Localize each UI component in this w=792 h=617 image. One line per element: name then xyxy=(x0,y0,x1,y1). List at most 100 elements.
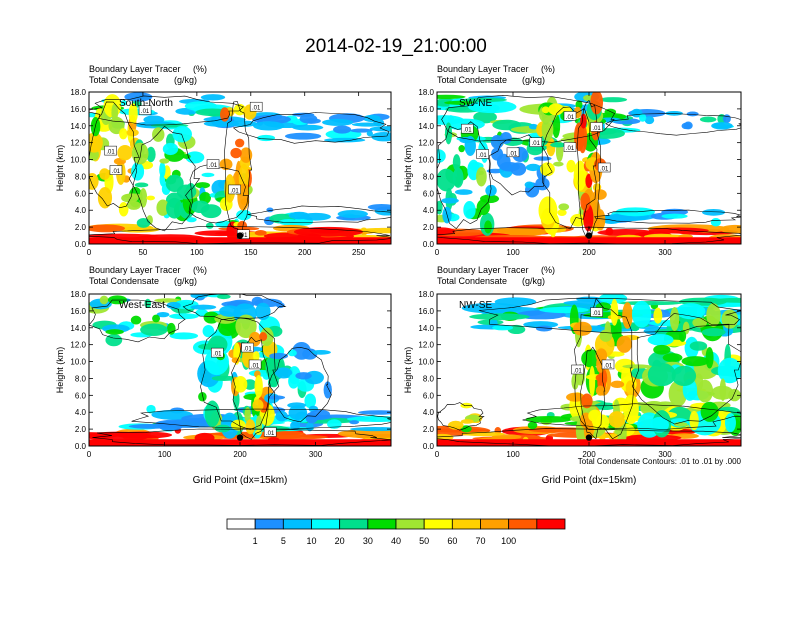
panel-west-east-contour-line xyxy=(231,336,271,440)
panel-west-east-ytick-label: 0.0 xyxy=(75,442,87,451)
panel-nw-se-xtick-label: 200 xyxy=(582,450,596,459)
panel-west-east-ytick-label: 8.0 xyxy=(75,374,87,383)
panel-south-north-ytick-label: 4.0 xyxy=(75,206,87,215)
panel-nw-se-column-cell xyxy=(647,362,676,387)
panel-nw-se-column-cell xyxy=(608,433,619,441)
panel-west-east-band-cell xyxy=(166,322,176,335)
panel-south-north-contour-label-box xyxy=(249,101,263,112)
panel-south-north-column-cell xyxy=(201,172,215,178)
panel-nw-se-ytick-label: 6.0 xyxy=(423,391,435,400)
contour-note: Total Condensate Contours: .01 to .01 by… xyxy=(578,457,742,466)
panel-nw-se-column-cell xyxy=(696,305,704,318)
panel-west-east-contour-units: (g/kg) xyxy=(174,276,197,286)
panel-south-north-band-cell xyxy=(120,100,128,106)
panel-nw-se-band-cell xyxy=(527,421,538,430)
panel-west-east-band-cell xyxy=(169,313,199,320)
panel-south-north-ytick-label: 10.0 xyxy=(70,156,86,165)
panel-nw-se-contour-line xyxy=(437,402,485,431)
panel-nw-se-column-cell xyxy=(622,364,653,369)
panel-west-east-contour-line xyxy=(182,294,287,321)
panel-south-north-band-cell xyxy=(200,94,226,101)
panel-south-north-ylabel: Height (km) xyxy=(55,145,65,192)
panel-sw-ne-band-cell xyxy=(599,97,628,103)
panel-sw-ne-band-cell xyxy=(699,116,717,123)
panel-south-north-column-cell xyxy=(238,163,250,191)
panel-west-east-band-cell xyxy=(306,421,314,432)
panel-south-north-ytick-label: 18.0 xyxy=(70,88,86,97)
panel-west-east-xtick-label: 100 xyxy=(158,450,172,459)
panel-sw-ne-ytick-label: 16.0 xyxy=(418,105,434,114)
panel-south-north-column-cell xyxy=(195,182,211,189)
panel-west-east-band-cell xyxy=(290,420,301,431)
panel-south-north-column-cell xyxy=(119,128,128,140)
panel-sw-ne-xtick-label: 200 xyxy=(582,248,596,257)
colorbar-swatch xyxy=(311,518,341,530)
panel-sw-ne-contour-line xyxy=(605,113,741,136)
panel-west-east-band-cell xyxy=(369,414,377,422)
panel-sw-ne-band-cell xyxy=(702,208,726,216)
panel-nw-se-ytick-label: 8.0 xyxy=(423,374,435,383)
panel-west-east-band-cell xyxy=(130,315,142,325)
panel-south-north-band-cell xyxy=(322,118,354,126)
panel-south-north-column-cell xyxy=(234,138,245,148)
panel-west-east-contour-line xyxy=(89,299,186,343)
panel-sw-ne-band-cell xyxy=(648,227,709,234)
panel-sw-ne-column-cell xyxy=(452,167,464,188)
panel-west-east-band-cell xyxy=(327,419,342,429)
panel-west-east-band-cell xyxy=(105,329,124,335)
panel-south-north-contour-label: .01 xyxy=(106,150,115,156)
panel-nw-se-xlabel: Grid Point (dx=15km) xyxy=(542,475,637,486)
colorbar-label: 60 xyxy=(447,536,457,546)
panel-nw-se-ytick-label: 18.0 xyxy=(418,290,434,299)
panel-nw-se-contour-label-box xyxy=(590,307,603,317)
panel-sw-ne-band-cell xyxy=(710,217,721,227)
panel-south-north-band-cell xyxy=(299,114,318,124)
panel-nw-se-contour-label: .01 xyxy=(604,363,613,369)
panel-nw-se-column-cell xyxy=(610,380,625,389)
panel-west-east-xlabel: Grid Point (dx=15km) xyxy=(193,475,288,486)
colorbar-swatch xyxy=(282,518,312,530)
panel-south-north-contour-line xyxy=(128,125,201,232)
panel-south-north-column-cell xyxy=(159,161,166,178)
panel-nw-se-column-cell xyxy=(689,410,699,431)
colorbar-label: 5 xyxy=(281,536,286,546)
panel-sw-ne-column-cell xyxy=(573,122,585,152)
panel-south-north-xtick-label: 200 xyxy=(298,248,312,257)
panel-west-east-band-cell xyxy=(264,434,328,440)
panel-west-east-contour-line xyxy=(131,408,391,430)
panel-south-north-column-cell xyxy=(131,162,145,181)
panel-south-north-column-cell xyxy=(111,103,119,122)
panel-sw-ne-column-cell xyxy=(437,168,456,192)
panel-sw-ne-column-cell xyxy=(573,160,587,191)
panel-south-north-xtick-label: 250 xyxy=(352,248,366,257)
panel-west-east-label: West-East xyxy=(119,300,165,311)
panel-south-north-band-cell xyxy=(367,203,391,211)
panel-nw-se-band-cell xyxy=(460,425,472,433)
panel-sw-ne-contour-label: .01 xyxy=(592,126,601,132)
panel-south-north-contour-label-box xyxy=(138,105,152,115)
panel-west-east-band-cell xyxy=(350,426,391,432)
panel-sw-ne-band-cell xyxy=(644,116,655,125)
panel-sw-ne-column-cell xyxy=(454,189,473,195)
panel-south-north-ytick-label: 12.0 xyxy=(70,139,86,148)
panel-sw-ne-column-cell xyxy=(463,201,476,219)
panel-south-north-band-cell xyxy=(184,101,218,111)
panel-south-north-column-cell xyxy=(99,168,110,180)
panel-sw-ne-column-cell xyxy=(557,209,567,216)
panel-nw-se-band-cell xyxy=(491,434,522,440)
panel-west-east-band-cell xyxy=(105,334,123,347)
panel-west-east-band-cell xyxy=(146,404,156,414)
panel-south-north-contour-label-box xyxy=(228,184,241,195)
panel-sw-ne-xtick-label: 100 xyxy=(506,248,520,257)
panel-sw-ne-contour-label: .01 xyxy=(566,146,575,152)
panel-nw-se-xtick-label: 300 xyxy=(658,450,672,459)
panel-sw-ne-band-cell xyxy=(461,97,508,102)
colorbar-swatch xyxy=(339,518,369,530)
panel-west-east-column-cell xyxy=(310,350,331,355)
panel-south-north-band-cell xyxy=(337,209,368,219)
colorbar-swatch xyxy=(480,518,510,530)
panel-nw-se-ytick-label: 4.0 xyxy=(423,408,435,417)
panel-sw-ne-column-cell xyxy=(524,181,535,189)
panel-sw-ne-ytick-label: 8.0 xyxy=(423,172,435,181)
panel-south-north-band-cell xyxy=(253,121,285,131)
